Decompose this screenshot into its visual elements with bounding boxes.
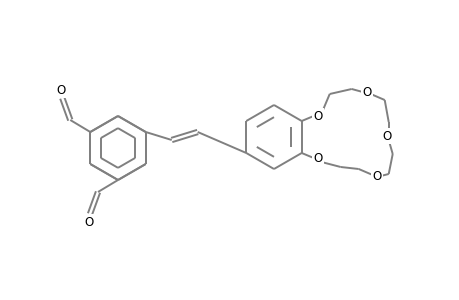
Text: O: O xyxy=(313,110,322,122)
Text: O: O xyxy=(361,85,370,98)
Text: O: O xyxy=(381,130,391,142)
Text: O: O xyxy=(56,83,66,97)
Text: O: O xyxy=(313,152,322,164)
Text: O: O xyxy=(84,215,94,229)
Text: O: O xyxy=(371,170,381,184)
